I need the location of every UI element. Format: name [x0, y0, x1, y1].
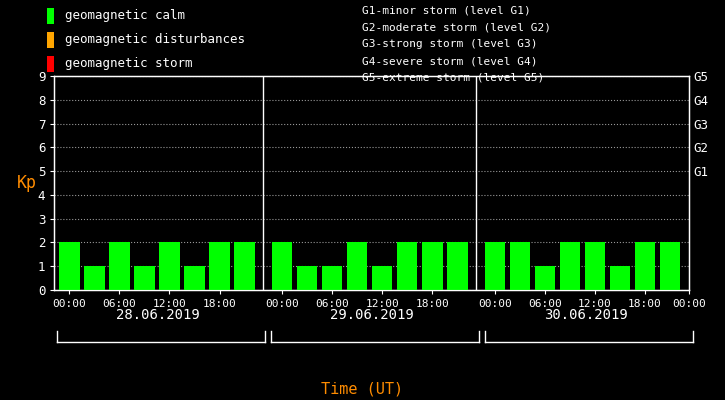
Bar	[510, 242, 530, 290]
Text: Time (UT): Time (UT)	[321, 381, 404, 396]
Text: geomagnetic calm: geomagnetic calm	[65, 10, 186, 22]
Bar	[560, 242, 580, 290]
Bar	[322, 266, 342, 290]
Text: G5-extreme storm (level G5): G5-extreme storm (level G5)	[362, 73, 544, 83]
Bar	[47, 56, 54, 72]
Text: 28.06.2019: 28.06.2019	[116, 308, 199, 322]
Bar	[109, 242, 130, 290]
Bar	[610, 266, 630, 290]
Text: G1-minor storm (level G1): G1-minor storm (level G1)	[362, 6, 531, 16]
Bar	[634, 242, 655, 290]
Bar	[234, 242, 254, 290]
Bar	[484, 242, 505, 290]
Bar	[584, 242, 605, 290]
Bar	[59, 242, 80, 290]
Y-axis label: Kp: Kp	[17, 174, 37, 192]
Bar	[372, 266, 392, 290]
Bar	[660, 242, 680, 290]
Bar	[184, 266, 204, 290]
Bar	[134, 266, 154, 290]
Text: G4-severe storm (level G4): G4-severe storm (level G4)	[362, 56, 538, 66]
Bar	[47, 8, 54, 24]
Text: geomagnetic disturbances: geomagnetic disturbances	[65, 34, 245, 46]
Text: 30.06.2019: 30.06.2019	[544, 308, 627, 322]
Bar	[160, 242, 180, 290]
Text: G2-moderate storm (level G2): G2-moderate storm (level G2)	[362, 22, 552, 32]
Bar	[422, 242, 442, 290]
Text: geomagnetic storm: geomagnetic storm	[65, 58, 193, 70]
Bar	[84, 266, 104, 290]
Bar	[297, 266, 318, 290]
Bar	[534, 266, 555, 290]
Bar	[47, 32, 54, 48]
Text: G3-strong storm (level G3): G3-strong storm (level G3)	[362, 39, 538, 49]
Text: 29.06.2019: 29.06.2019	[330, 308, 413, 322]
Bar	[272, 242, 292, 290]
Bar	[397, 242, 418, 290]
Bar	[210, 242, 230, 290]
Bar	[447, 242, 468, 290]
Bar	[347, 242, 368, 290]
